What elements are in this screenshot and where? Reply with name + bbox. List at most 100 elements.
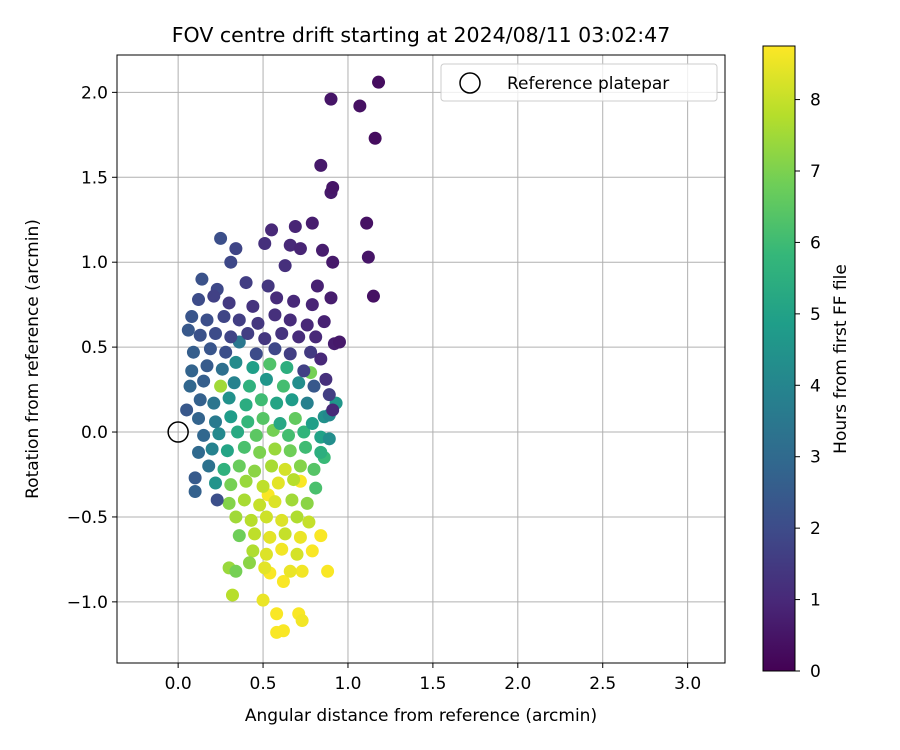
scatter-point: [307, 462, 321, 476]
scatter-point: [319, 372, 333, 386]
scatter-point: [180, 403, 194, 417]
reference-marker-layer: [167, 421, 189, 443]
scatter-point: [214, 379, 228, 393]
legend-label: Reference platepar: [507, 74, 669, 94]
scatter-point: [229, 242, 243, 256]
scatter-point: [183, 379, 197, 393]
scatter-point: [287, 473, 301, 487]
scatter-point: [193, 393, 207, 407]
x-axis-label: Angular distance from reference (arcmin): [245, 706, 597, 726]
scatter-point: [237, 493, 251, 507]
scatter-point: [290, 547, 304, 561]
scatter-point: [276, 624, 290, 638]
scatter-point: [224, 410, 238, 424]
scatter-point: [195, 272, 209, 286]
scatter-point: [263, 530, 277, 544]
scatter-point: [265, 459, 279, 473]
scatter-point: [295, 614, 309, 628]
y-axis-label: Rotation from reference (arcmin): [23, 219, 43, 499]
scatter-point: [324, 92, 338, 106]
y-tick-label: 2.0: [81, 83, 108, 103]
scatter-point: [186, 345, 200, 359]
scatter-point: [278, 462, 292, 476]
colorbar-tick-label: 0: [810, 662, 821, 682]
scatter-point: [259, 510, 273, 524]
scatter-point: [242, 379, 256, 393]
colorbar-ticks: 0 1 2 3 4 5 6 7 8: [795, 91, 821, 682]
scatter-point: [297, 425, 311, 439]
scatter-point: [270, 396, 284, 410]
scatter-point: [314, 529, 328, 543]
scatter-point: [212, 427, 226, 441]
scatter-point: [253, 445, 267, 459]
colorbar-tick-label: 4: [810, 376, 821, 396]
scatter-point: [192, 293, 206, 307]
scatter-point: [219, 345, 233, 359]
scatter-point: [217, 310, 231, 324]
scatter-point: [293, 530, 307, 544]
x-tick-label: 0.0: [165, 674, 192, 694]
scatter-point: [276, 379, 290, 393]
colorbar-tick-label: 1: [810, 591, 821, 611]
scatter-point: [258, 237, 272, 251]
scatter-point: [288, 411, 302, 425]
y-tick-label: −1.0: [67, 593, 108, 613]
colorbar: 0 1 2 3 4 5 6 7 8 Hours from first FF file: [762, 45, 851, 682]
scatter-point: [293, 242, 307, 256]
scatter-point: [268, 495, 282, 509]
scatter-point: [283, 347, 297, 361]
y-tick-label: 0.0: [81, 423, 108, 443]
scatter-point: [290, 510, 304, 524]
colorbar-label: Hours from first FF file: [831, 264, 851, 454]
scatter-point: [297, 364, 311, 378]
scatter-point: [231, 425, 245, 439]
scatter-point: [229, 355, 243, 369]
scatter-point: [254, 393, 268, 407]
scatter-point: [305, 544, 319, 558]
scatter-point: [302, 515, 316, 529]
scatter-point: [207, 289, 221, 303]
scatter-point: [278, 259, 292, 273]
scatter-point: [366, 289, 380, 303]
x-tick-label: 2.5: [589, 674, 616, 694]
scatter-point: [215, 362, 229, 376]
scatter-point: [283, 238, 297, 252]
scatter-point: [188, 484, 202, 498]
scatter-point: [259, 547, 273, 561]
scatter-point: [185, 310, 199, 324]
scatter-point: [209, 415, 223, 429]
x-tick-label: 2.0: [504, 674, 531, 694]
scatter-point: [224, 478, 238, 492]
legend-box: [440, 63, 718, 102]
colorbar-tick-label: 7: [810, 162, 821, 182]
scatter-point: [270, 607, 284, 621]
scatter-point: [242, 556, 256, 570]
data-points: [180, 75, 386, 639]
scatter-point: [197, 374, 211, 388]
scatter-point: [310, 279, 324, 293]
scatter-point: [300, 318, 314, 332]
scatter-point: [239, 398, 253, 412]
scatter-point: [305, 417, 319, 431]
scatter-point: [225, 588, 239, 602]
scatter-point: [224, 330, 238, 344]
scatter-point: [253, 498, 267, 512]
colorbar-tick-label: 5: [810, 305, 821, 325]
scatter-point: [209, 327, 223, 341]
scatter-point: [326, 180, 340, 194]
scatter-point: [317, 315, 331, 329]
scatter-point: [280, 360, 294, 374]
scatter-point: [193, 328, 207, 342]
scatter-point: [283, 313, 297, 327]
scatter-point: [248, 527, 262, 541]
scatter-point: [271, 476, 285, 490]
scatter-point: [222, 391, 236, 405]
scatter-point: [326, 403, 340, 417]
scatter-point: [360, 216, 374, 230]
scatter-point: [258, 332, 272, 346]
y-tick-label: 0.5: [81, 338, 108, 358]
scatter-point: [283, 564, 297, 578]
scatter-point: [209, 476, 223, 490]
scatter-point: [268, 442, 282, 456]
scatter-point: [361, 250, 375, 264]
